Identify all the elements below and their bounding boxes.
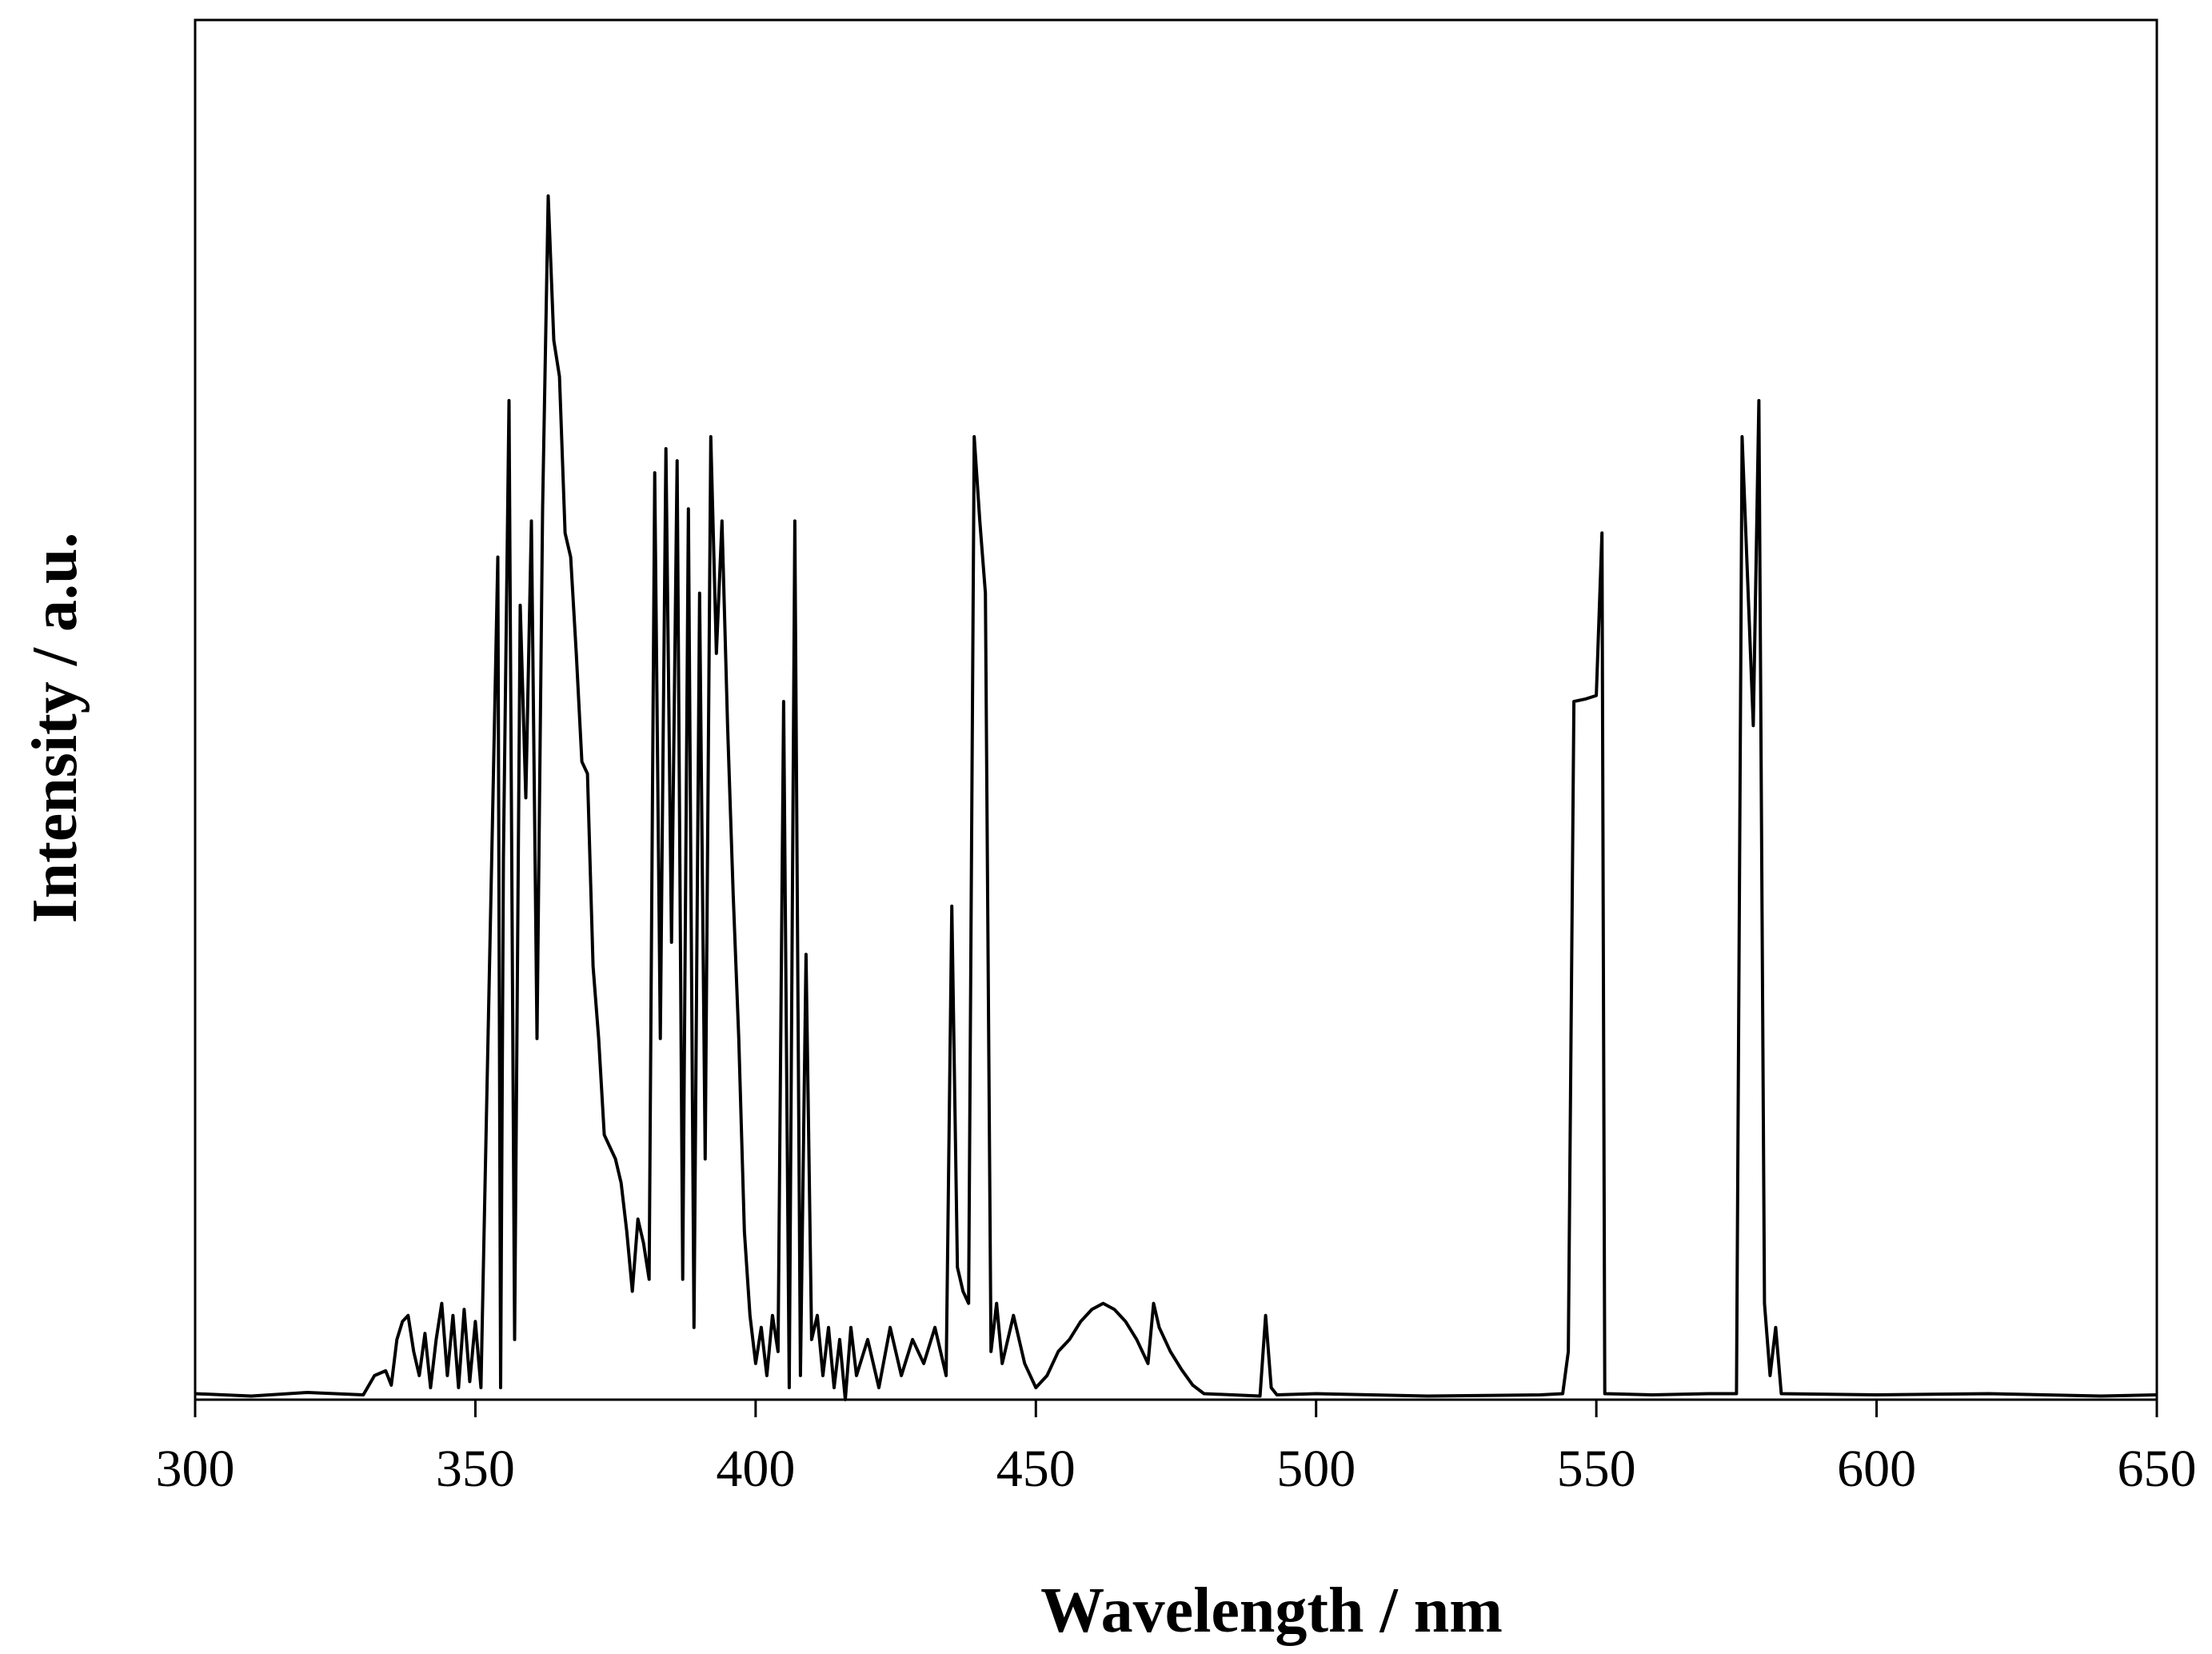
- x-axis-tick-labels: 300 350 400 450 500 550 600 650: [156, 1440, 2197, 1498]
- x-tick-label: 400: [716, 1440, 795, 1498]
- x-tick-label: 500: [1276, 1440, 1356, 1498]
- x-axis-title: Wavelength / nm: [1040, 1576, 1503, 1646]
- x-axis-ticks: [194, 1400, 2158, 1417]
- x-tick-label: 350: [436, 1440, 515, 1498]
- x-tick-label: 600: [1837, 1440, 1916, 1498]
- x-tick-label: 300: [156, 1440, 235, 1498]
- y-axis-title: Intensity / a.u.: [20, 533, 90, 924]
- series-line: [194, 194, 2158, 1401]
- plot-frame: [194, 18, 2158, 1401]
- x-tick-label: 550: [1557, 1440, 1636, 1498]
- x-tick-label: 650: [2118, 1440, 2197, 1498]
- x-tick-label: 450: [996, 1440, 1076, 1498]
